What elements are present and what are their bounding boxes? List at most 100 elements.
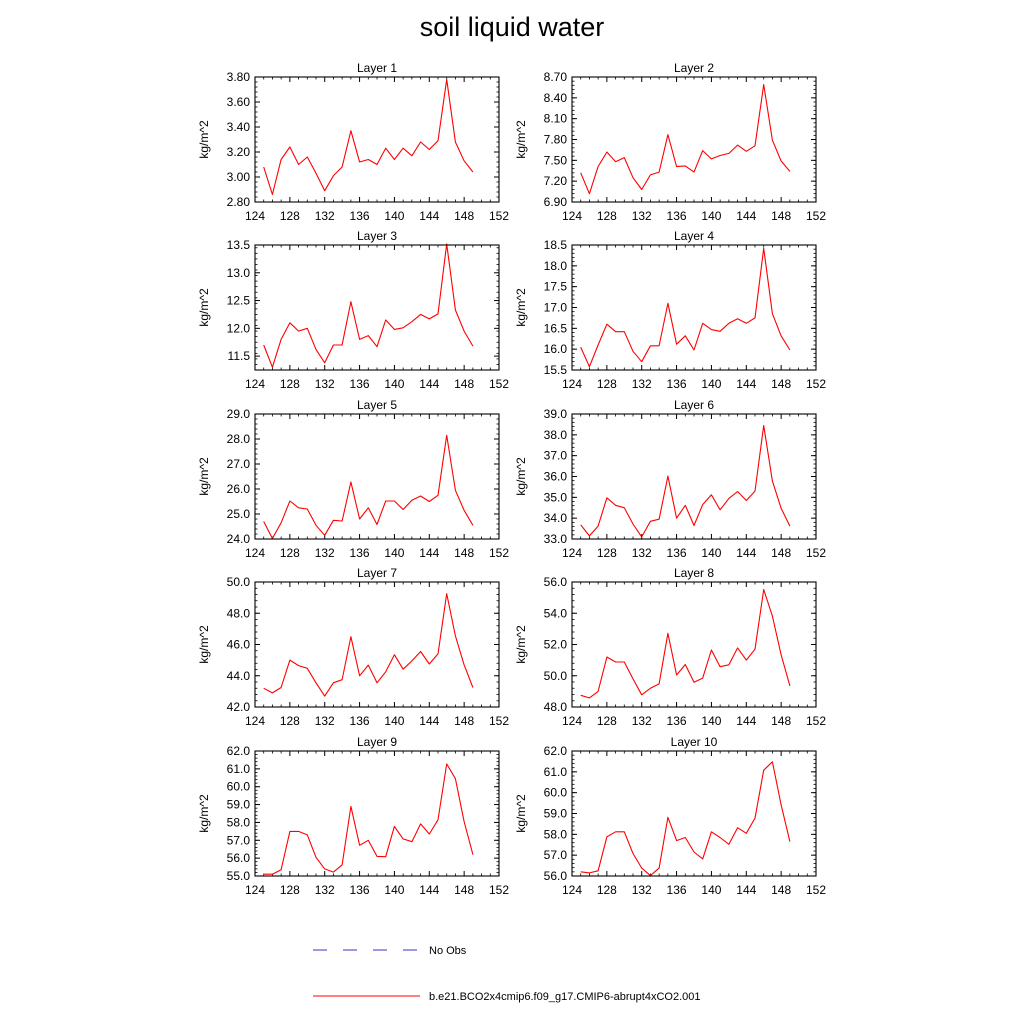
x-tick-label: 148 bbox=[454, 883, 474, 897]
plot-frame bbox=[571, 581, 817, 708]
y-tick-label: 13.5 bbox=[227, 238, 251, 252]
panel-title: Layer 10 bbox=[671, 735, 718, 749]
series-line bbox=[263, 243, 474, 368]
plot-frame bbox=[254, 244, 500, 371]
y-tick-label: 56.0 bbox=[227, 851, 251, 865]
y-tick-label: 2.80 bbox=[227, 195, 251, 209]
x-tick-label: 124 bbox=[245, 883, 265, 897]
panel-title: Layer 5 bbox=[357, 398, 397, 412]
panel-title: Layer 4 bbox=[674, 229, 714, 243]
y-axis-label: kg/m^2 bbox=[197, 457, 211, 496]
x-tick-label: 132 bbox=[315, 714, 335, 728]
y-axis-label: kg/m^2 bbox=[197, 794, 211, 833]
panel-title: Layer 8 bbox=[674, 566, 714, 580]
legend-no-obs-label: No Obs bbox=[429, 945, 467, 957]
panel-title: Layer 3 bbox=[357, 229, 397, 243]
x-tick-label: 128 bbox=[597, 883, 617, 897]
x-tick-label: 152 bbox=[489, 714, 509, 728]
x-tick-label: 148 bbox=[454, 546, 474, 560]
x-tick-label: 132 bbox=[632, 209, 652, 223]
legend: No Obs b.e21.BCO2x4cmip6.f09_g17.CMIP6-ab… bbox=[313, 945, 701, 1003]
plot-frame bbox=[571, 750, 817, 877]
y-tick-label: 15.5 bbox=[544, 363, 568, 377]
x-tick-label: 128 bbox=[597, 209, 617, 223]
y-tick-label: 48.0 bbox=[544, 700, 568, 714]
y-tick-label: 11.5 bbox=[228, 349, 251, 363]
panel-layer-1: Layer 1 kg/m^2 124 128 132 136 140 144 148 152 2.8… bbox=[197, 61, 509, 223]
panel-layer-5: Layer 5 kg/m^2 124 128 132 136 140 144 148 152 24.… bbox=[197, 398, 509, 560]
x-tick-label: 144 bbox=[419, 546, 439, 560]
y-tick-label: 34.0 bbox=[544, 511, 568, 525]
y-axis-label: kg/m^2 bbox=[514, 794, 528, 833]
x-tick-label: 136 bbox=[667, 883, 687, 897]
y-tick-label: 56.0 bbox=[544, 869, 568, 883]
y-tick-label: 3.00 bbox=[227, 170, 251, 184]
y-tick-label: 12.0 bbox=[227, 321, 251, 335]
series-line bbox=[580, 247, 791, 368]
panel-layer-7: Layer 7 kg/m^2 124 128 132 136 140 144 148 152 42.… bbox=[197, 566, 509, 728]
x-tick-label: 136 bbox=[350, 209, 370, 223]
x-tick-label: 148 bbox=[771, 377, 791, 391]
y-axis-label: kg/m^2 bbox=[514, 120, 528, 159]
y-tick-label: 56.0 bbox=[544, 575, 568, 589]
x-tick-label: 128 bbox=[280, 883, 300, 897]
x-tick-label: 152 bbox=[806, 377, 826, 391]
y-tick-label: 50.0 bbox=[544, 669, 568, 683]
plot-frame bbox=[254, 413, 500, 540]
x-tick-label: 132 bbox=[315, 377, 335, 391]
x-tick-label: 140 bbox=[384, 377, 404, 391]
y-tick-label: 7.80 bbox=[544, 133, 568, 147]
x-tick-label: 132 bbox=[315, 546, 335, 560]
y-tick-label: 7.50 bbox=[544, 153, 568, 167]
x-tick-label: 144 bbox=[736, 714, 756, 728]
y-axis-label: kg/m^2 bbox=[514, 625, 528, 664]
y-axis-label: kg/m^2 bbox=[514, 288, 528, 327]
y-tick-label: 61.0 bbox=[544, 765, 568, 779]
x-tick-label: 144 bbox=[419, 714, 439, 728]
y-tick-label: 28.0 bbox=[227, 432, 251, 446]
x-tick-label: 136 bbox=[667, 714, 687, 728]
y-tick-label: 18.5 bbox=[544, 238, 568, 252]
y-tick-label: 57.0 bbox=[544, 848, 568, 862]
y-tick-label: 18.0 bbox=[544, 259, 568, 273]
x-tick-label: 148 bbox=[454, 377, 474, 391]
series-line bbox=[263, 763, 474, 875]
y-tick-label: 50.0 bbox=[227, 575, 251, 589]
x-tick-label: 152 bbox=[806, 546, 826, 560]
y-tick-label: 58.0 bbox=[544, 827, 568, 841]
panel-layer-4: Layer 4 kg/m^2 124 128 132 136 140 144 148 152 15.… bbox=[514, 229, 826, 391]
x-tick-label: 148 bbox=[771, 714, 791, 728]
x-tick-label: 124 bbox=[562, 377, 582, 391]
panel-layer-8: Layer 8 kg/m^2 124 128 132 136 140 144 148 152 48.… bbox=[514, 566, 826, 728]
x-tick-label: 124 bbox=[562, 714, 582, 728]
x-tick-label: 140 bbox=[384, 209, 404, 223]
y-tick-label: 59.0 bbox=[544, 807, 568, 821]
y-tick-label: 39.0 bbox=[544, 407, 568, 421]
y-tick-label: 7.20 bbox=[544, 174, 568, 188]
y-tick-label: 3.80 bbox=[227, 70, 251, 84]
panel-title: Layer 6 bbox=[674, 398, 714, 412]
plot-frame bbox=[571, 76, 817, 203]
y-tick-label: 61.0 bbox=[227, 762, 251, 776]
x-tick-label: 124 bbox=[562, 209, 582, 223]
x-tick-label: 136 bbox=[667, 546, 687, 560]
y-tick-label: 8.10 bbox=[544, 112, 568, 126]
y-tick-label: 27.0 bbox=[227, 457, 251, 471]
x-tick-label: 136 bbox=[350, 883, 370, 897]
y-tick-label: 26.0 bbox=[227, 482, 251, 496]
x-tick-label: 136 bbox=[350, 714, 370, 728]
x-tick-label: 148 bbox=[454, 714, 474, 728]
x-tick-label: 152 bbox=[489, 377, 509, 391]
y-tick-label: 55.0 bbox=[227, 869, 251, 883]
y-tick-label: 24.0 bbox=[227, 532, 251, 546]
y-tick-label: 57.0 bbox=[227, 833, 251, 847]
x-tick-label: 136 bbox=[350, 377, 370, 391]
x-tick-label: 140 bbox=[701, 209, 721, 223]
x-tick-label: 152 bbox=[806, 209, 826, 223]
y-axis-label: kg/m^2 bbox=[197, 625, 211, 664]
x-tick-label: 144 bbox=[419, 209, 439, 223]
series-line bbox=[580, 424, 791, 538]
x-tick-label: 144 bbox=[419, 377, 439, 391]
y-tick-label: 13.0 bbox=[227, 266, 251, 280]
